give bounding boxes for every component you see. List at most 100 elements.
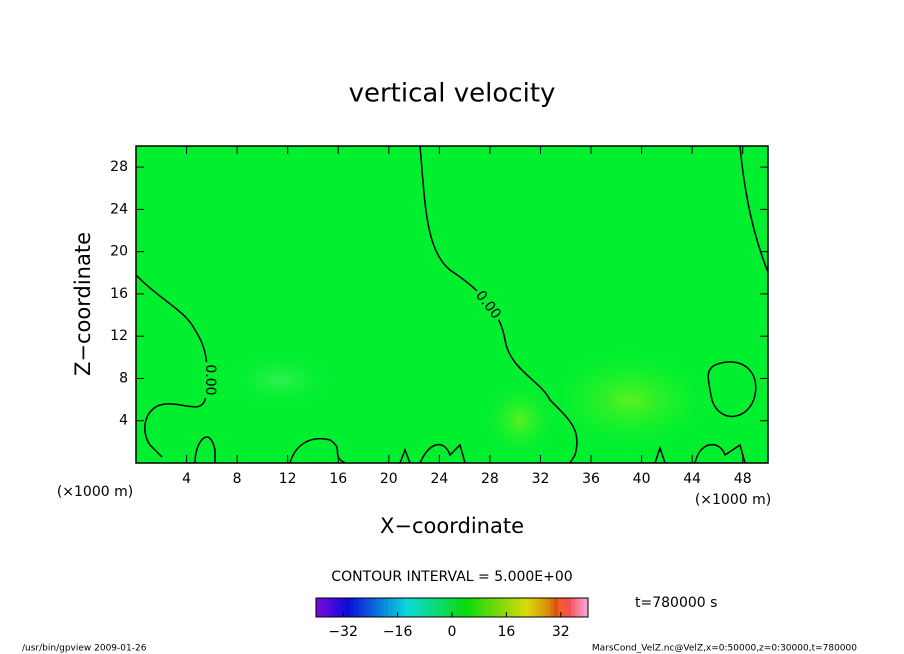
y-tick-label: 16	[110, 286, 128, 302]
colorbar-cell	[422, 598, 427, 617]
y-tick-label: 24	[110, 201, 128, 217]
colorbar-cell	[469, 598, 474, 617]
x-tick-label: 12	[279, 471, 297, 487]
colorbar-cell	[575, 598, 580, 617]
colorbar-cell	[460, 598, 466, 617]
colorbar-cell	[537, 598, 542, 617]
colorbar-cell	[413, 598, 419, 617]
plot-frame	[135, 145, 769, 464]
colorbar-cell	[362, 598, 368, 617]
field-patch	[540, 345, 720, 455]
y-tick-label: 20	[110, 244, 128, 260]
contour-interval: CONTOUR INTERVAL = 5.000E+00	[331, 569, 572, 585]
colorbar-cell	[511, 598, 517, 617]
x-tick-label: 28	[481, 471, 499, 487]
colorbar-cell	[498, 598, 504, 617]
colorbar-cell	[392, 598, 398, 617]
x-tick-label: 24	[430, 471, 448, 487]
chart-title: vertical velocity	[349, 79, 556, 109]
contour-line	[194, 436, 746, 464]
footer-right: MarsCond_VelZ.nc@VelZ,x=0:50000,z=0:3000…	[592, 644, 857, 654]
colorbar-cell	[333, 598, 338, 617]
colorbar-cell	[566, 598, 572, 617]
colorbar-cell	[396, 598, 402, 617]
x-tick-label: 44	[683, 471, 701, 487]
colorbar-cell	[320, 598, 325, 617]
x-tick-label: 20	[380, 471, 398, 487]
colorbar-cell	[401, 598, 406, 617]
colorbar-tick-label: −32	[328, 624, 358, 640]
x-tick-label: 16	[329, 471, 347, 487]
colorbar-tick-label: 0	[448, 624, 457, 640]
colorbar-cell	[388, 598, 393, 617]
colorbar-cell	[520, 598, 525, 617]
colorbar-cell	[375, 598, 381, 617]
x-tick-label: 36	[582, 471, 600, 487]
footer-left: /usr/bin/gpview 2009-01-26	[22, 644, 147, 654]
colorbar-cell	[456, 598, 461, 617]
contour-line	[707, 361, 757, 417]
colorbar-cell	[494, 598, 500, 617]
colorbar-cell	[430, 598, 436, 617]
colorbar-cell	[435, 598, 440, 617]
y-tick-label: 8	[119, 370, 128, 386]
x-tick-label: 4	[182, 471, 191, 487]
colorbar-cell	[579, 598, 585, 617]
colorbar-cell	[379, 598, 385, 617]
colorbar-cell	[532, 598, 538, 617]
colorbar-cell	[324, 598, 330, 617]
colorbar-cell	[486, 598, 491, 617]
colorbar-cell	[554, 598, 559, 617]
x-unit: (×1000 m)	[695, 492, 771, 508]
colorbar-cell	[316, 598, 321, 617]
colorbar-cell	[490, 598, 495, 617]
colorbar-cell	[341, 598, 347, 617]
y-tick-label: 12	[110, 328, 128, 344]
colorbar-tick-label: 32	[552, 624, 570, 640]
colorbar-cell	[583, 598, 589, 617]
colorbar-cell	[426, 598, 432, 617]
colorbar-cell	[571, 598, 576, 617]
colorbar-cell	[384, 598, 389, 617]
colorbar-cell	[528, 598, 534, 617]
field-patch	[220, 350, 340, 410]
contour-label: 0.00	[202, 364, 218, 395]
colorbar-cell	[549, 598, 555, 617]
colorbar-cell	[371, 598, 376, 617]
colorbar-cell	[409, 598, 415, 617]
colorbar-cell	[439, 598, 444, 617]
colorbar-cell	[447, 598, 453, 617]
colorbar-cell	[345, 598, 351, 617]
colorbar-cell	[443, 598, 449, 617]
contour-line	[135, 274, 208, 458]
x-tick-label: 32	[532, 471, 550, 487]
x-axis-label: X−coordinate	[380, 514, 524, 538]
colorbar-tick-label: −16	[383, 624, 413, 640]
colorbar-cell	[558, 598, 563, 617]
colorbar-cell	[545, 598, 551, 617]
contour-line	[419, 145, 578, 464]
colorbar-cell	[562, 598, 568, 617]
colorbar-cell	[350, 598, 355, 617]
x-tick-label: 8	[233, 471, 242, 487]
colorbar-cell	[358, 598, 364, 617]
colorbar-cell	[328, 598, 334, 617]
y-tick-label: 28	[110, 159, 128, 175]
contour-label-bg	[202, 362, 218, 398]
y-tick-label: 4	[119, 413, 128, 429]
colorbar-tick-label: 16	[497, 624, 515, 640]
colorbar-cell	[473, 598, 478, 617]
colorbar-cell	[481, 598, 487, 617]
field-patch	[480, 380, 560, 460]
colorbar-cell	[515, 598, 521, 617]
colorbar-cell	[464, 598, 470, 617]
colorbar-cell	[452, 598, 457, 617]
colorbar-cell	[507, 598, 512, 617]
x-tick-label: 40	[633, 471, 651, 487]
colorbar-cell	[367, 598, 372, 617]
y-unit: (×1000 m)	[57, 484, 133, 500]
contour-label-bg	[470, 285, 506, 325]
colorbar-cell	[337, 598, 342, 617]
colorbar-cell	[477, 598, 483, 617]
